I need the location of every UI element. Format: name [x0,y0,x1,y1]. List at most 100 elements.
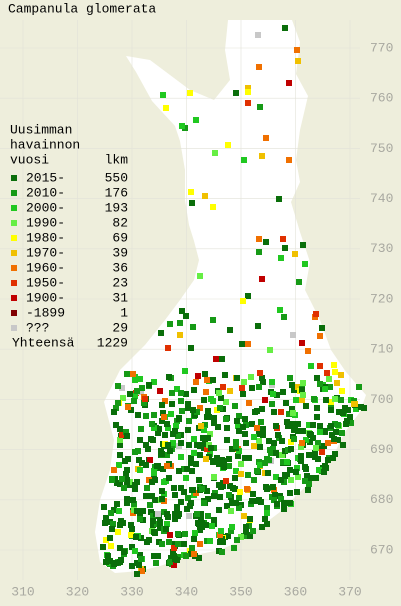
observation [200,435,206,441]
observation [262,397,268,403]
east-label: 350 [229,584,252,599]
observation [296,279,302,285]
legend-count: 23 [112,275,128,290]
observation [251,443,257,449]
east-label: 320 [66,584,89,599]
observation [302,478,308,484]
observation [209,523,215,529]
observation [290,332,296,338]
observation [137,516,143,522]
observation [239,385,245,391]
observation [172,556,178,562]
observation [181,489,187,495]
observation [298,453,304,459]
observation [284,419,290,425]
observation [204,446,210,452]
observation [223,478,229,484]
observation [103,517,109,523]
observation [307,431,313,437]
observation [132,482,138,488]
observation [332,369,338,375]
observation [259,375,265,381]
observation [121,485,127,491]
observation [185,495,191,501]
observation [226,456,232,462]
observation [282,245,288,251]
observation [184,466,190,472]
observation [203,456,209,462]
observation [161,414,167,420]
observation [188,455,194,461]
observation [315,456,321,462]
legend-count: 36 [112,260,128,275]
observation [327,384,333,390]
observation [167,559,173,565]
observation [161,479,167,485]
observation [167,448,173,454]
legend-swatch [11,175,17,181]
observation [348,420,354,426]
observation [189,545,195,551]
observation [207,431,213,437]
observation [244,486,250,492]
legend-total: 1229 [97,335,128,350]
legend-count: 82 [112,215,128,230]
observation [157,388,163,394]
observation [137,467,143,473]
observation [265,470,271,476]
observation [259,406,265,412]
observation [144,539,150,545]
observation [300,242,306,248]
legend-label: 2015- [26,170,65,185]
observation [179,308,185,314]
legend-header: vuosi [10,152,49,167]
observation [319,449,325,455]
observation [338,372,344,378]
observation [132,548,138,554]
observation [281,314,287,320]
observation [334,380,340,386]
observation [228,508,234,514]
north-label: 740 [370,191,393,206]
observation [124,477,130,483]
observation [259,276,265,282]
observation [186,513,192,519]
observation [240,391,246,397]
observation [329,432,335,438]
observation [201,500,207,506]
observation [221,464,227,470]
observation [166,374,172,380]
legend-swatch [11,280,17,286]
observation [233,443,239,449]
observation [286,80,292,86]
observation [151,425,157,431]
observation [233,500,239,506]
observation [234,375,240,381]
observation [174,507,180,513]
observation [124,371,130,377]
observation [172,492,178,498]
observation [108,543,114,549]
observation [256,384,262,390]
legend-count: 39 [112,245,128,260]
observation [312,450,318,456]
observation [131,398,137,404]
observation [288,446,294,452]
observation [243,524,249,530]
observation [157,519,163,525]
observation [114,501,120,507]
observation [225,142,231,148]
observation [255,32,261,38]
legend-swatch [11,205,17,211]
observation [256,431,262,437]
east-label: 330 [120,584,143,599]
observation [146,382,152,388]
observation [117,437,123,443]
observation [242,455,248,461]
observation [164,521,170,527]
observation [330,455,336,461]
observation [163,526,169,532]
observation [299,397,305,403]
legend-swatch [11,265,17,271]
observation [123,429,129,435]
